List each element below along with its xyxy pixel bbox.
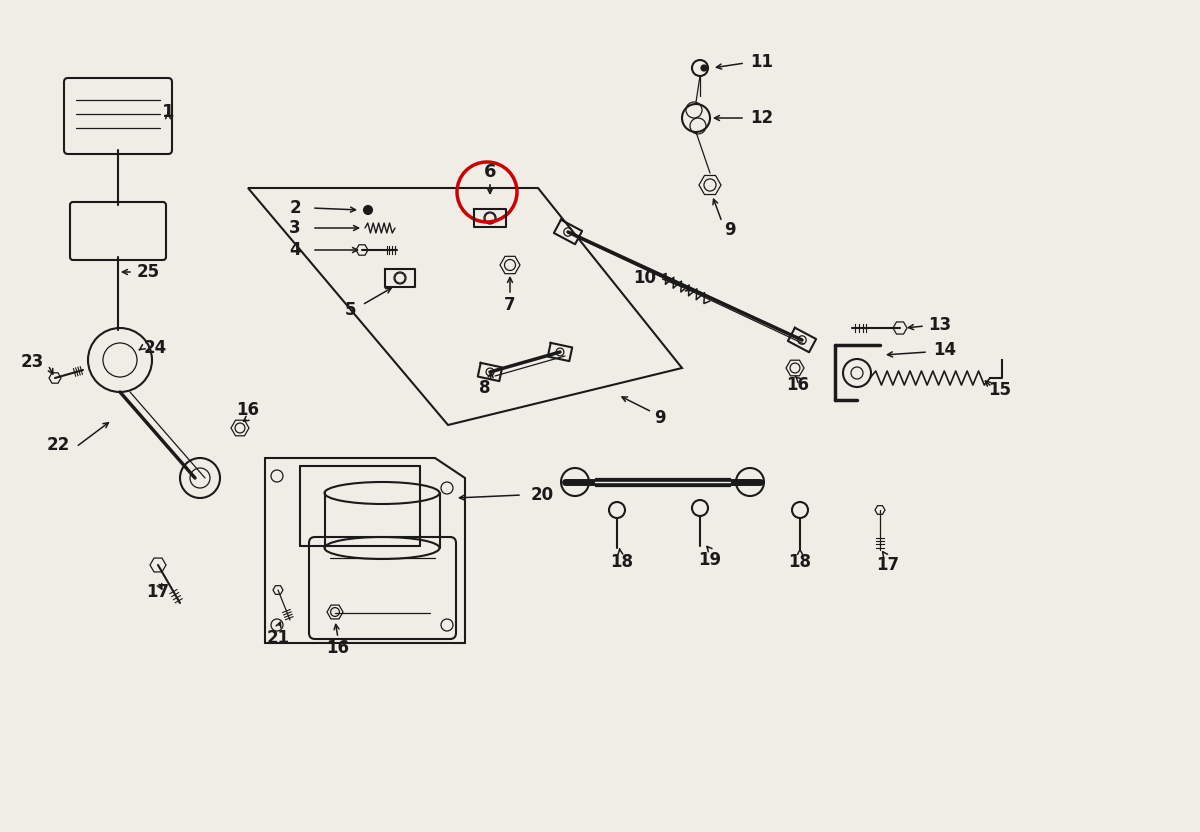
Text: 9: 9	[724, 221, 736, 239]
Text: 17: 17	[876, 556, 900, 574]
Text: 18: 18	[611, 553, 634, 571]
Text: 7: 7	[504, 296, 516, 314]
Text: 18: 18	[788, 553, 811, 571]
Text: 10: 10	[634, 269, 656, 287]
Text: 20: 20	[530, 486, 553, 504]
Text: 5: 5	[344, 301, 355, 319]
Text: 17: 17	[146, 583, 169, 601]
Text: 2: 2	[289, 199, 301, 217]
Text: 12: 12	[750, 109, 774, 127]
Text: 14: 14	[934, 341, 956, 359]
Circle shape	[364, 206, 372, 214]
Text: 15: 15	[989, 381, 1012, 399]
Text: 23: 23	[20, 353, 43, 371]
Text: 11: 11	[750, 53, 774, 71]
Circle shape	[701, 65, 707, 71]
Text: 9: 9	[654, 409, 666, 427]
Text: 6: 6	[484, 163, 497, 181]
Text: 21: 21	[266, 629, 289, 647]
Text: 16: 16	[236, 401, 259, 419]
Text: 25: 25	[137, 263, 160, 281]
Text: 8: 8	[479, 379, 491, 397]
Text: 22: 22	[47, 436, 70, 454]
Text: 16: 16	[326, 639, 349, 657]
Text: 24: 24	[143, 339, 167, 357]
Text: 16: 16	[786, 376, 810, 394]
Text: 19: 19	[698, 551, 721, 569]
Text: 4: 4	[289, 241, 301, 259]
Text: 3: 3	[289, 219, 301, 237]
Text: 13: 13	[929, 316, 952, 334]
Text: 1: 1	[162, 103, 174, 121]
